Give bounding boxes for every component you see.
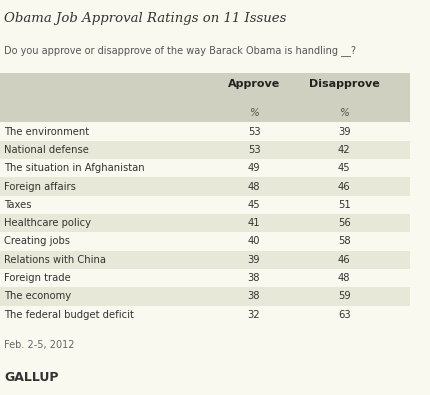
Text: 53: 53 xyxy=(247,127,260,137)
Text: 46: 46 xyxy=(337,182,350,192)
Text: 41: 41 xyxy=(247,218,260,228)
Text: 32: 32 xyxy=(247,310,260,320)
FancyBboxPatch shape xyxy=(0,73,409,103)
FancyBboxPatch shape xyxy=(0,122,409,141)
Text: %: % xyxy=(249,107,258,118)
Text: 38: 38 xyxy=(247,273,260,283)
Text: 42: 42 xyxy=(337,145,350,155)
FancyBboxPatch shape xyxy=(0,251,409,269)
Text: Healthcare policy: Healthcare policy xyxy=(4,218,91,228)
FancyBboxPatch shape xyxy=(0,232,409,251)
Text: 46: 46 xyxy=(337,255,350,265)
Text: 39: 39 xyxy=(337,127,350,137)
Text: GALLUP: GALLUP xyxy=(4,371,58,384)
Text: %: % xyxy=(338,107,348,118)
FancyBboxPatch shape xyxy=(0,177,409,196)
Text: 59: 59 xyxy=(337,292,350,301)
Text: 38: 38 xyxy=(247,292,260,301)
Text: 48: 48 xyxy=(337,273,350,283)
FancyBboxPatch shape xyxy=(0,306,409,324)
Text: 39: 39 xyxy=(247,255,260,265)
Text: The environment: The environment xyxy=(4,127,89,137)
Text: Creating jobs: Creating jobs xyxy=(4,237,70,246)
Text: Approve: Approve xyxy=(227,79,280,89)
Text: Feb. 2-5, 2012: Feb. 2-5, 2012 xyxy=(4,340,74,350)
Text: 40: 40 xyxy=(247,237,260,246)
Text: The federal budget deficit: The federal budget deficit xyxy=(4,310,134,320)
FancyBboxPatch shape xyxy=(0,159,409,177)
Text: Disapprove: Disapprove xyxy=(308,79,379,89)
Text: Relations with China: Relations with China xyxy=(4,255,106,265)
Text: 51: 51 xyxy=(337,200,350,210)
Text: 45: 45 xyxy=(247,200,260,210)
Text: 56: 56 xyxy=(337,218,350,228)
Text: Foreign affairs: Foreign affairs xyxy=(4,182,76,192)
Text: 63: 63 xyxy=(337,310,350,320)
Text: 48: 48 xyxy=(247,182,260,192)
Text: 49: 49 xyxy=(247,163,260,173)
FancyBboxPatch shape xyxy=(0,287,409,306)
Text: Do you approve or disapprove of the way Barack Obama is handling __?: Do you approve or disapprove of the way … xyxy=(4,45,355,56)
Text: 45: 45 xyxy=(337,163,350,173)
Text: Foreign trade: Foreign trade xyxy=(4,273,71,283)
Text: The situation in Afghanistan: The situation in Afghanistan xyxy=(4,163,144,173)
Text: Taxes: Taxes xyxy=(4,200,31,210)
FancyBboxPatch shape xyxy=(0,141,409,159)
Text: Obama Job Approval Ratings on 11 Issues: Obama Job Approval Ratings on 11 Issues xyxy=(4,12,286,25)
Text: 53: 53 xyxy=(247,145,260,155)
Text: National defense: National defense xyxy=(4,145,89,155)
FancyBboxPatch shape xyxy=(0,196,409,214)
FancyBboxPatch shape xyxy=(0,214,409,232)
FancyBboxPatch shape xyxy=(0,103,409,122)
FancyBboxPatch shape xyxy=(0,269,409,287)
Text: 58: 58 xyxy=(337,237,350,246)
Text: The economy: The economy xyxy=(4,292,71,301)
